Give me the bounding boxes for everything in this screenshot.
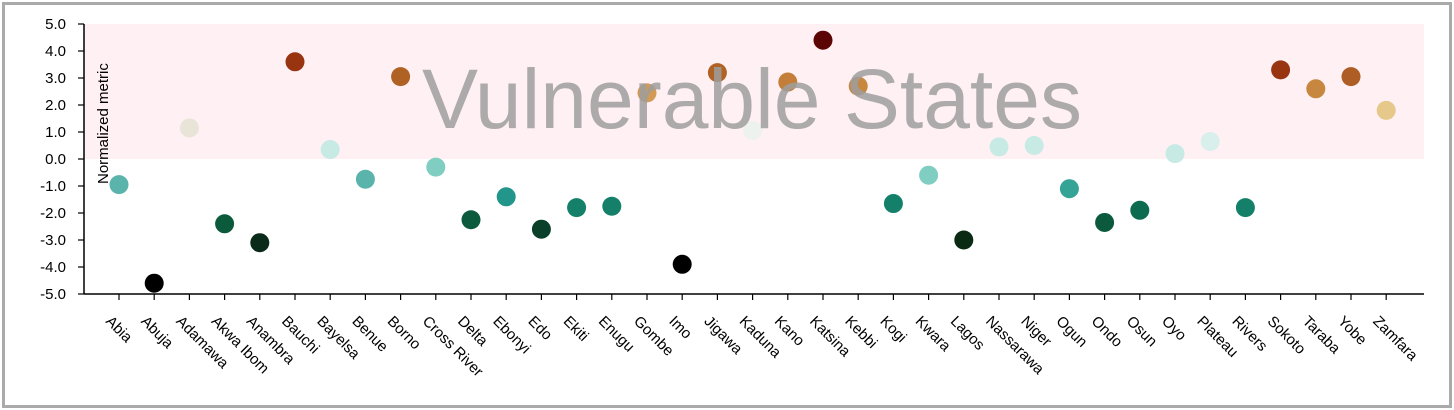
data-point [637, 83, 657, 103]
x-tick-label: Ekiti [560, 313, 592, 345]
x-tick-label: Borno [384, 313, 424, 353]
x-tick-label: Abuja [137, 313, 177, 353]
y-axis-title: Normalized metric [95, 63, 112, 184]
titles-layer: Normalized metric Vulnerable States [95, 52, 1082, 184]
data-point [109, 175, 129, 195]
data-point [1130, 200, 1150, 220]
data-point [426, 157, 446, 177]
y-tick-label: 3.0 [45, 70, 66, 87]
x-tick-label: Sokoto [1264, 313, 1309, 358]
data-point [1271, 60, 1291, 80]
data-point [813, 30, 833, 50]
y-tick-label: 4.0 [45, 43, 66, 60]
points-layer [109, 30, 1396, 293]
x-tick-label: Lagos [947, 313, 988, 354]
data-point [461, 210, 481, 230]
x-tick-label: Kwara [912, 313, 955, 356]
data-point [531, 219, 551, 239]
data-point [144, 273, 164, 293]
x-tick-label: Jigawa [701, 313, 747, 359]
axes-layer: 5.0 4.0 3.0 2.0 1.0 0.0 -1.0 -2.0 -3.0 -4.0 -5.0 [40, 16, 1424, 303]
data-point [285, 52, 305, 72]
data-point [179, 118, 199, 138]
data-point [672, 254, 692, 274]
data-point [1341, 67, 1361, 87]
x-tick-label: Zamfara [1369, 313, 1421, 365]
x-tick-label: Oyo [1158, 313, 1189, 344]
data-point [883, 194, 903, 214]
x-tick-label: Ebonyi [489, 313, 533, 357]
data-point [496, 187, 516, 207]
y-tick-label: 5.0 [45, 16, 66, 33]
x-tick-label: Imo [665, 313, 695, 343]
data-point [1235, 198, 1255, 218]
data-point [1095, 212, 1115, 232]
x-tick-label: Abia [102, 313, 136, 347]
data-point [707, 63, 727, 83]
data-point [1376, 100, 1396, 120]
data-point [250, 233, 270, 253]
data-point [567, 198, 587, 218]
vulnerable-states-annotation: Vulnerable States [422, 52, 1082, 146]
data-point [989, 137, 1009, 157]
data-point [954, 230, 974, 250]
data-point [320, 140, 340, 160]
data-point [355, 169, 375, 189]
data-point [848, 76, 868, 96]
data-point [1200, 131, 1220, 151]
data-point [1306, 79, 1326, 99]
data-point [1165, 144, 1185, 164]
x-tick-label: Ondo [1088, 313, 1126, 351]
y-tick-label: -1.0 [40, 178, 66, 195]
y-tick-label: 2.0 [45, 97, 66, 114]
y-tick-label: 1.0 [45, 124, 66, 141]
x-tick-label: Edo [525, 313, 556, 344]
y-tick-label: -3.0 [40, 232, 66, 249]
x-tick-label: Ogun [1053, 313, 1091, 351]
data-point [743, 121, 763, 141]
x-tick-label: Enugu [595, 313, 638, 356]
y-tick-label: -2.0 [40, 205, 66, 222]
data-point [1059, 179, 1079, 199]
y-tick-label: 0.0 [45, 151, 66, 168]
data-point [1024, 136, 1044, 155]
data-point [919, 165, 939, 185]
data-point [602, 196, 622, 216]
y-tick-label: -5.0 [40, 286, 66, 303]
x-tick-label: Kogi [877, 313, 910, 346]
y-tick-label: -4.0 [40, 259, 66, 276]
data-point [215, 214, 235, 234]
x-tick-label: Taraba [1299, 313, 1344, 358]
data-point [391, 67, 411, 87]
x-tick-label: Osun [1123, 313, 1160, 350]
data-point [778, 72, 798, 92]
